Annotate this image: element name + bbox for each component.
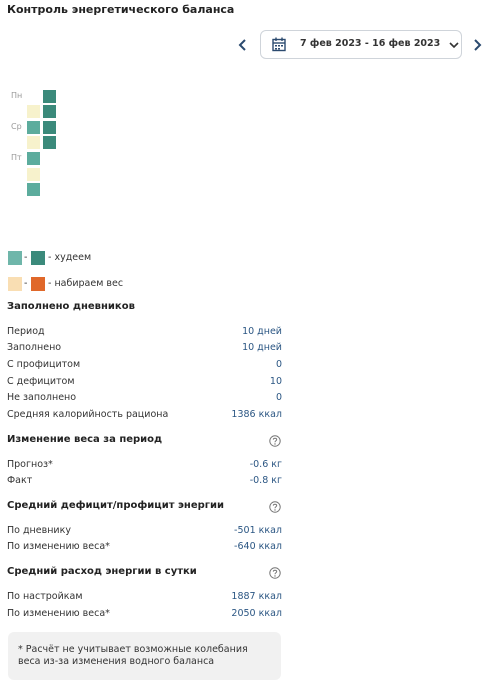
heatmap-cell — [43, 90, 56, 103]
footnote: * Расчёт не учитывает возможные колебани… — [8, 632, 281, 680]
stat-value: 1386 ккал — [231, 409, 282, 420]
legend-label: - худеем — [48, 252, 92, 263]
dropdown-icon — [449, 42, 459, 49]
help-icon[interactable] — [269, 435, 281, 447]
section-title: Средний дефицит/профицит энергии — [7, 500, 224, 512]
legend-swatch — [8, 251, 22, 265]
stat-label: С дефицитом — [7, 375, 75, 387]
stat-value: 2050 ккал — [231, 607, 282, 619]
legend-swatch — [8, 277, 22, 291]
heatmap-cell — [27, 121, 40, 134]
heatmap-cell — [27, 183, 40, 196]
heatmap-cell — [27, 152, 40, 165]
stat-label: По дневнику — [7, 524, 71, 536]
stat-label: С профицитом — [7, 358, 81, 370]
heatmap-cell — [43, 105, 56, 118]
legend-separator: - — [24, 252, 28, 263]
stat-label: Не заполнено — [7, 392, 77, 404]
stat-label: По настройкам — [7, 590, 83, 602]
section-title: Изменение веса за период — [7, 434, 163, 445]
day-label: Пн — [11, 91, 23, 100]
stat-value: 0 — [275, 358, 282, 370]
legend-swatch — [31, 277, 45, 291]
day-label: Пт — [11, 153, 22, 162]
next-button[interactable] — [472, 38, 483, 52]
stat-value: 10 дней — [242, 342, 282, 354]
heatmap-cell — [27, 136, 40, 149]
stat-label: По изменению веса* — [7, 607, 110, 619]
stat-value: 0 — [275, 392, 282, 404]
section-title: Заполнено дневников — [7, 301, 135, 312]
heatmap-cell — [27, 105, 40, 118]
day-label: Ср — [11, 122, 22, 131]
stat-value: -0.8 кг — [249, 475, 282, 487]
legend-label: - набираем вес — [48, 278, 124, 289]
stat-value: -0.6 кг — [249, 458, 282, 470]
stat-label: По изменению веса* — [7, 541, 110, 553]
heatmap-cell — [43, 121, 56, 134]
legend-swatch — [31, 251, 45, 265]
stat-label: Прогноз* — [7, 458, 53, 470]
stat-value: 10 — [269, 375, 282, 387]
stat-label: Средняя калорийность рациона — [7, 409, 169, 420]
heatmap-cell — [43, 136, 56, 149]
section-title: Средний расход энергии в сутки — [7, 566, 197, 578]
stat-value: 10 дней — [242, 325, 282, 337]
page-title: Контроль энергетического баланса — [7, 3, 235, 16]
date-picker[interactable] — [260, 30, 462, 59]
calendar-icon — [272, 37, 286, 52]
prev-button[interactable] — [236, 38, 250, 52]
stat-value: -501 ккал — [234, 524, 282, 536]
stat-value: -640 ккал — [234, 541, 282, 553]
stat-label: Заполнено — [7, 342, 62, 354]
date-range[interactable]: 7 фев 2023 - 16 фев 2023 — [300, 38, 441, 49]
stat-value: 1887 ккал — [231, 590, 282, 602]
legend-separator: - — [24, 278, 28, 289]
stat-label: Факт — [7, 475, 33, 487]
help-icon[interactable] — [269, 567, 281, 580]
heatmap-cell — [27, 168, 40, 181]
help-icon[interactable] — [269, 501, 281, 513]
stat-label: Период — [7, 325, 45, 337]
